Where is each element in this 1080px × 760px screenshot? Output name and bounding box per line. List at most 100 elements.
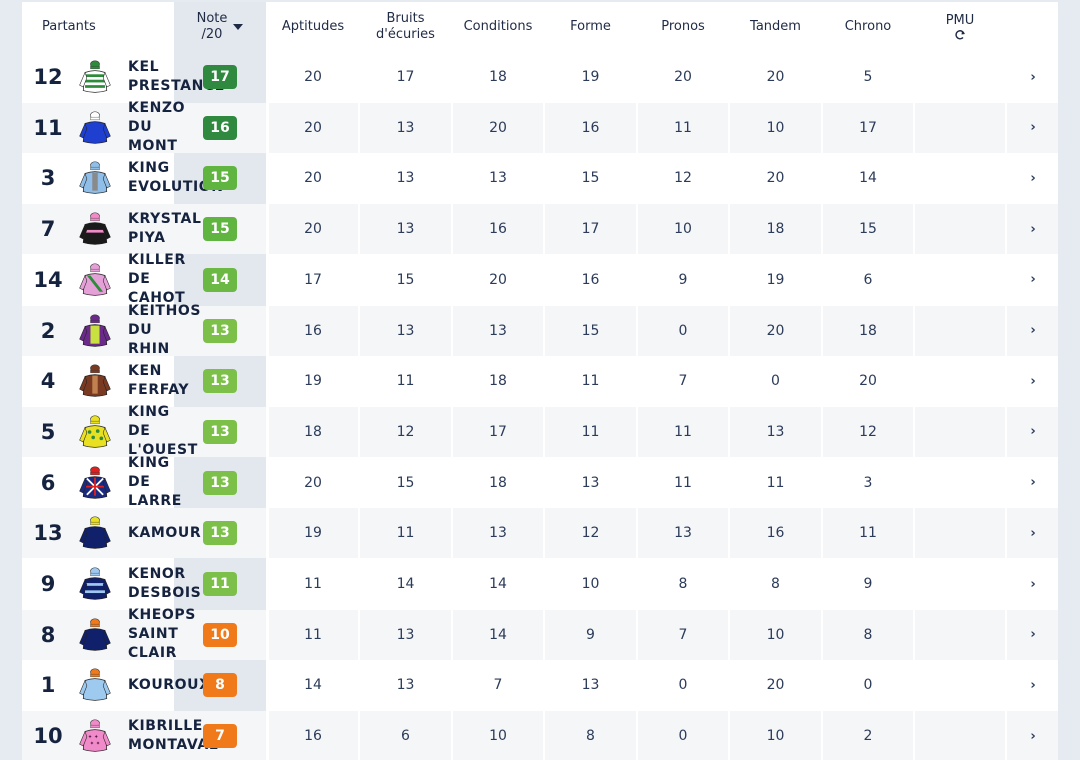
table-row[interactable]: 13 KAMOUR 13 19 11 13 12 13 16 11 › [22,508,1058,559]
note-badge: 13 [203,369,237,394]
silk [76,464,114,502]
chevron-right-icon[interactable]: › [1030,323,1036,338]
header-chrono-label: Chrono [844,19,892,34]
chrono-cell: 20 [859,373,877,390]
column-divider [543,2,545,760]
refresh-icon[interactable] [954,29,966,41]
chevron-right-icon[interactable]: › [1030,170,1036,186]
runner-number: 6 [40,470,56,495]
pronos-cell: 11 [674,423,692,440]
chevron-right-icon[interactable]: › [1030,69,1036,85]
horse-name[interactable]: KENZO DU MONT [128,100,186,155]
header-tandem[interactable]: Tandem [730,2,821,52]
aptitudes-cell: 20 [304,119,322,136]
chevron-right-icon[interactable]: › [1030,120,1036,136]
horse-name[interactable]: KEL PRESTANCE [128,59,225,94]
note-badge: 13 [203,470,237,495]
header-tandem-label: Tandem [750,19,801,34]
chevron-right-icon[interactable]: › [1030,728,1036,744]
pronos-cell: 10 [674,221,692,238]
chevron-right-icon[interactable]: › [1030,525,1036,541]
pronos-cell: 7 [678,373,688,390]
chevron-right-icon[interactable]: › [1030,677,1036,693]
table-row[interactable]: 1 KOUROUX 8 14 13 7 13 0 20 0 › [22,660,1058,710]
table-header: Partants Note /20 Aptitudes Bruits d'écu… [22,2,1058,52]
aptitudes-cell: 16 [304,322,322,339]
aptitudes-cell: 20 [304,69,322,85]
header-aptitudes-label: Aptitudes [281,19,345,34]
silk: ✦ ✦ ✦ ✦ [76,717,114,755]
horse-name[interactable]: KENOR DESBOIS [128,566,202,601]
chevron-right-icon[interactable]: › [1030,576,1036,592]
aptitudes-cell: 19 [304,373,322,390]
note-badge: 15 [203,166,237,191]
horse-name[interactable]: KEITHOS DU RHIN [128,303,202,357]
horse-name[interactable]: KING DE L'OUEST [128,404,198,459]
pronos-cell: 11 [674,119,692,136]
header-pmu[interactable]: PMU [915,2,1005,52]
silk [76,666,114,704]
column-divider [821,2,823,760]
chevron-right-icon[interactable]: › [1030,272,1036,288]
header-forme[interactable]: Forme [545,2,636,52]
header-aptitudes[interactable]: Aptitudes [268,2,358,52]
chevron-right-icon[interactable]: › [1030,424,1036,440]
horse-name[interactable]: KHEOPS SAINT CLAIR [128,607,196,662]
chevron-right-icon[interactable]: › [1030,475,1036,491]
bruits-cell: 15 [396,271,415,288]
chrono-cell: 14 [859,170,877,187]
header-partants[interactable]: Partants [42,2,132,52]
horse-name[interactable]: KOUROUX [128,676,211,693]
table-row[interactable]: 12 KEL PRESTANCE 17 20 17 18 19 20 20 5 › [22,52,1058,102]
aptitudes-cell: 14 [304,677,322,694]
pronos-cell: 13 [674,525,692,542]
horse-name[interactable]: KING DE LARRE [128,455,182,510]
runner-number: 12 [33,65,63,89]
header-bruits[interactable]: Bruits d'écuries [360,2,451,52]
tandem-cell: 8 [771,576,780,592]
bruits-cell: 13 [396,170,415,187]
header-forme-label: Forme [570,19,611,34]
horse-name[interactable]: KIBRILLE MONTAVAL [128,718,219,754]
silk [76,261,114,299]
note-badge: 8 [203,673,237,698]
table-row[interactable]: 7 KRYSTAL PIYA 15 20 13 16 17 10 18 15 › [22,204,1058,255]
horse-name[interactable]: KING EVOLUTION [128,160,224,196]
jockey-silk-icon [79,263,111,296]
chevron-right-icon[interactable]: › [1030,373,1036,389]
jockey-silk-icon [79,111,111,144]
table-row[interactable]: 9 KENOR DESBOIS 11 11 14 14 10 8 8 9 › [22,559,1058,609]
forme-cell: 16 [581,271,600,288]
forme-cell: 9 [586,626,595,643]
bruits-cell: 11 [396,525,415,542]
forme-cell: 13 [581,474,600,491]
chevron-right-icon[interactable]: › [1030,627,1036,643]
horse-name[interactable]: KILLER DE CAHOT [128,252,186,307]
chevron-right-icon[interactable]: › [1030,221,1036,237]
table-row[interactable]: 3 KING EVOLUTION 15 20 13 13 15 12 20 14 › [22,153,1058,203]
header-conditions[interactable]: Conditions [453,2,543,52]
table-row[interactable]: 2 KEITHOS DU RHIN 13 16 13 13 15 0 20 18 › [22,303,1058,357]
pronos-cell: 0 [678,728,688,745]
horse-name[interactable]: KRYSTAL PIYA [128,211,202,247]
header-chrono[interactable]: Chrono [823,2,913,52]
table-row[interactable]: 8 KHEOPS SAINT CLAIR 10 11 13 14 9 7 10 8 › [22,607,1058,662]
header-note[interactable]: Note /20 [174,2,266,52]
table-row[interactable]: 11 KENZO DU MONT 16 20 13 20 16 11 10 17 › [22,100,1058,155]
table-row[interactable]: 6 KING DE LARRE 13 20 15 18 13 11 11 3 › [22,455,1058,510]
table-row[interactable]: 10 ✦ ✦ ✦ ✦ KIBRILLE MONTAVAL 7 16 6 10 8 0 10 2 › [22,711,1058,760]
table-row[interactable]: 5 KING DE L'OUEST 13 18 12 17 11 11 13 12 › [22,404,1058,459]
jockey-silk-icon [79,212,111,245]
table-row[interactable]: 14 KILLER DE CAHOT 14 17 15 20 16 9 19 6 › [22,252,1058,307]
jockey-silk-icon: ✦ ✦✦ ✦ [79,719,111,752]
aptitudes-cell: 20 [304,474,322,491]
column-divider [451,2,453,760]
forme-cell: 15 [581,322,600,339]
header-pronos[interactable]: Pronos [638,2,728,52]
header-note-label: Note [196,11,228,26]
table-row[interactable]: 4 KEN FERFAY 13 19 11 18 11 7 0 20 › [22,356,1058,406]
horse-name[interactable]: KAMOUR [128,524,202,541]
chrono-cell: 11 [859,525,877,542]
runner-number: 3 [40,166,56,191]
horse-name[interactable]: KEN FERFAY [128,363,190,399]
